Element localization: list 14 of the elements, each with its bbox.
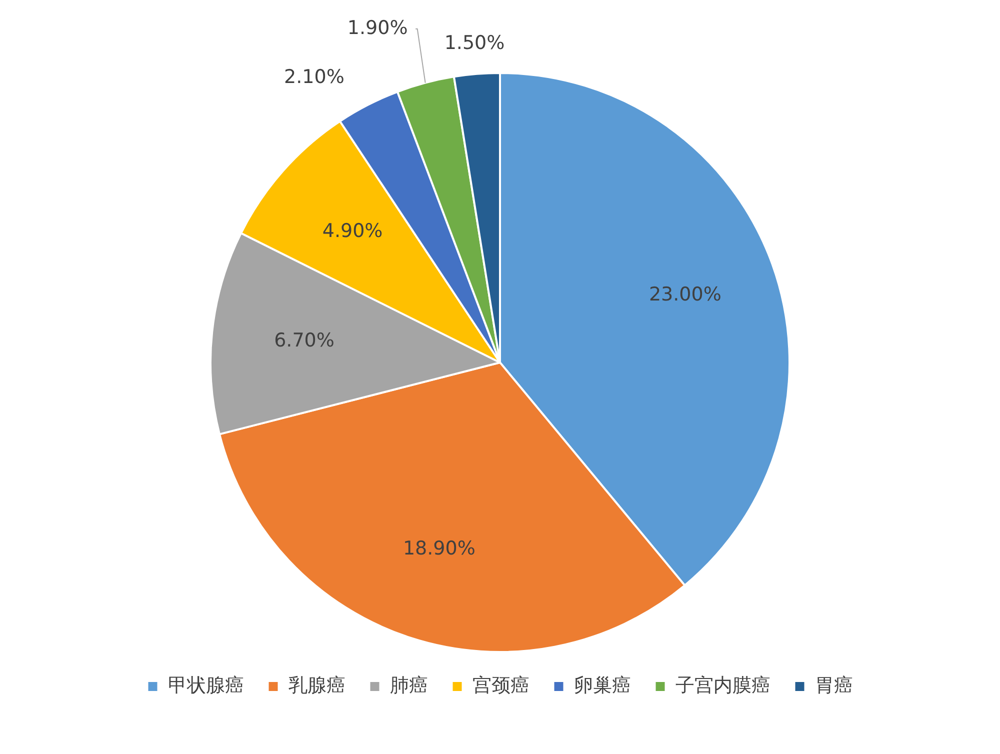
legend-label: 胃癌 <box>814 674 853 696</box>
legend-label: 卵巢癌 <box>574 674 631 696</box>
legend-label: 子宫内膜癌 <box>675 674 770 696</box>
legend-label: 宫颈癌 <box>472 674 530 696</box>
data-label: 1.50% <box>444 32 505 54</box>
data-label: 4.90% <box>322 220 383 242</box>
legend-label: 甲状腺癌 <box>168 674 244 696</box>
data-label: 6.70% <box>274 330 334 352</box>
legend-label: 乳腺癌 <box>288 674 346 696</box>
data-label: 23.00% <box>648 284 722 306</box>
data-label: 2.10% <box>284 66 344 88</box>
legend-label: 肺癌 <box>390 674 428 696</box>
data-label: 1.90% <box>347 16 408 39</box>
data-label: 18.90% <box>402 538 476 560</box>
